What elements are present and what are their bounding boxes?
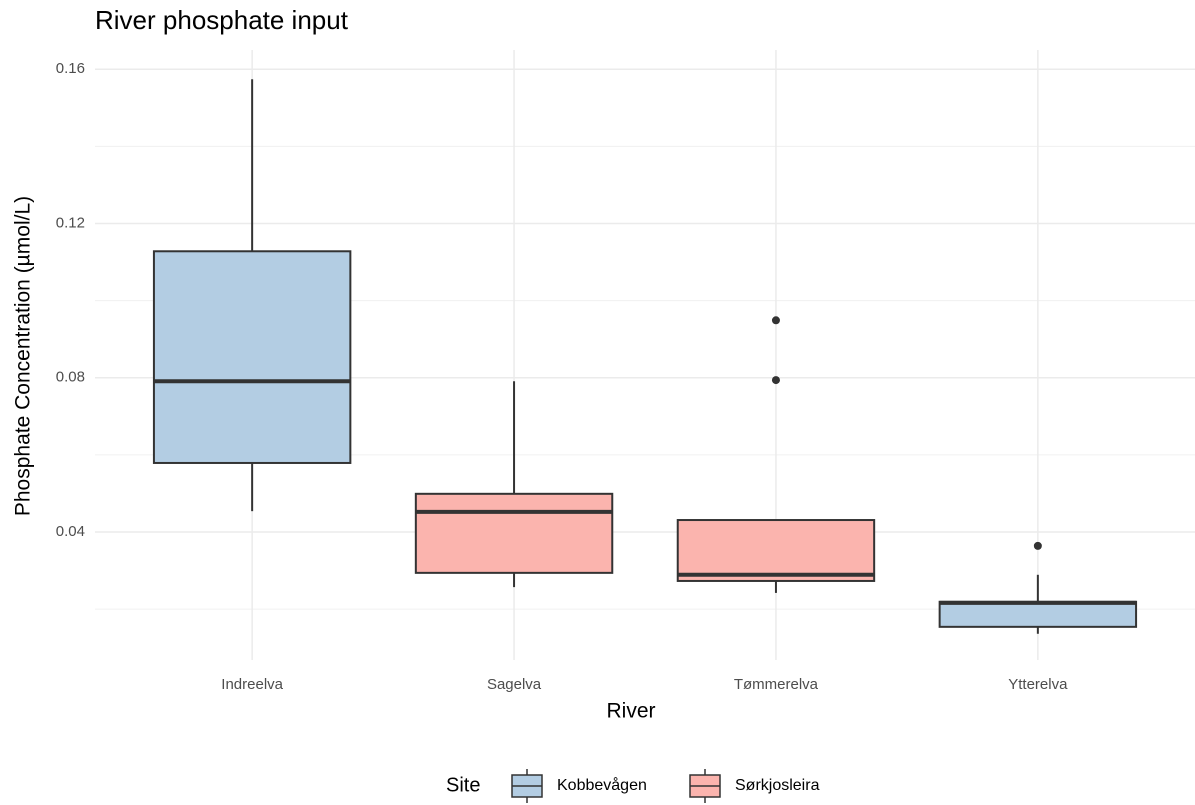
legend-label: Kobbevågen [557, 776, 647, 794]
y-tick-label: 0.16 [56, 60, 85, 77]
chart-title: River phosphate input [95, 5, 349, 35]
box [152, 250, 352, 464]
box [938, 600, 1138, 628]
y-tick-label: 0.12 [56, 214, 85, 231]
box [414, 492, 614, 574]
outlier [771, 376, 780, 385]
y-tick-label: 0.04 [56, 523, 85, 540]
x-tick-label: Ytterelva [1008, 676, 1068, 693]
x-axis-title: River [606, 700, 655, 723]
x-tick-label: Indreelva [221, 676, 283, 693]
box [676, 519, 876, 582]
x-tick-label: Sagelva [487, 676, 542, 693]
y-tick-label: 0.08 [56, 369, 85, 386]
legend-title: Site [446, 774, 480, 796]
legend-label: Sørkjosleira [735, 777, 820, 794]
outlier [771, 316, 780, 325]
x-tick-label: Tømmerelva [734, 676, 819, 693]
y-axis-title: Phosphate Concentration (µmol/L) [12, 196, 35, 516]
outlier [1033, 541, 1042, 550]
